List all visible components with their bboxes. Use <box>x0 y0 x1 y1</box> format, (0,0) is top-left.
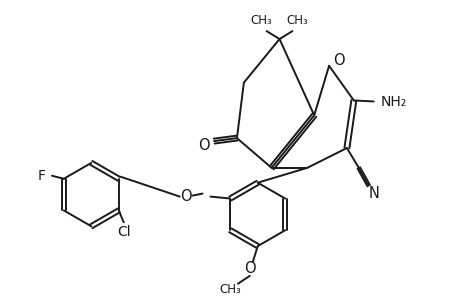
Text: CH₃: CH₃ <box>250 14 272 27</box>
Text: CH₃: CH₃ <box>218 283 241 296</box>
Text: O: O <box>179 189 191 204</box>
Text: CH₃: CH₃ <box>286 14 308 27</box>
Text: O: O <box>243 261 255 276</box>
Text: NH₂: NH₂ <box>380 95 406 110</box>
Text: O: O <box>332 53 344 68</box>
Text: Cl: Cl <box>117 225 130 239</box>
Text: O: O <box>198 137 210 152</box>
Text: N: N <box>367 186 378 201</box>
Text: F: F <box>38 169 46 183</box>
